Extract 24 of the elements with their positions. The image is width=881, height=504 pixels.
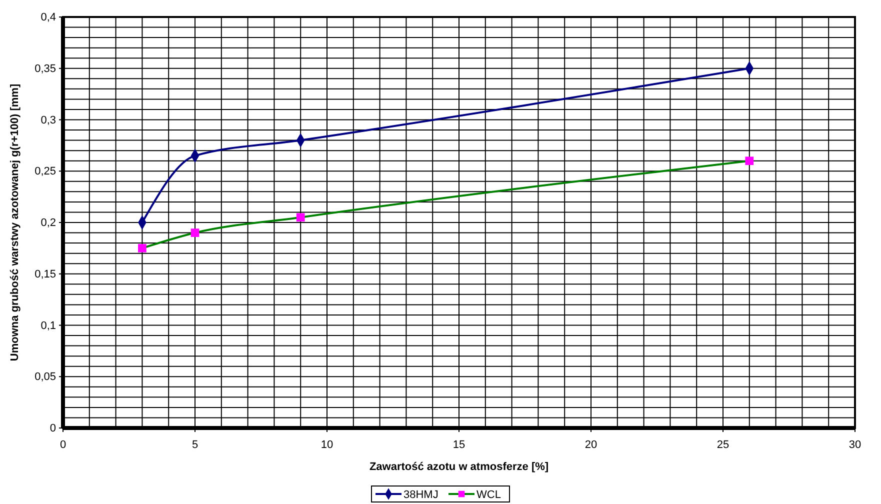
x-tick-label: 10 bbox=[320, 438, 334, 451]
point bbox=[296, 213, 305, 222]
point bbox=[138, 244, 146, 252]
y-tick-label: 0,25 bbox=[34, 166, 56, 178]
y-tick-label: 0,05 bbox=[34, 371, 56, 384]
x-tick-label: 15 bbox=[452, 438, 466, 451]
x-axis-title: Zawartość azotu w atmosferze [%] bbox=[369, 461, 549, 473]
legend-label: 38HMJ bbox=[404, 489, 438, 501]
point bbox=[745, 156, 754, 166]
x-tick-label: 30 bbox=[848, 438, 862, 451]
y-tick-label: 0 bbox=[50, 422, 56, 435]
x-tick-label: 25 bbox=[716, 438, 730, 451]
x-tick-label: 5 bbox=[192, 438, 198, 451]
y-axis-title: Umowna grubość warstwy azotowanej g(r+100) [mm] bbox=[9, 84, 21, 362]
y-tick-label: 0,15 bbox=[34, 268, 56, 280]
x-tick-label: 0 bbox=[60, 438, 66, 451]
y-tick-label: 0,35 bbox=[34, 62, 56, 75]
y-tick-label: 0,2 bbox=[40, 217, 56, 230]
legend-label: WCL bbox=[476, 489, 501, 501]
x-tick-label: 20 bbox=[584, 438, 598, 451]
y-tick-label: 0,3 bbox=[40, 114, 56, 126]
point bbox=[190, 228, 200, 237]
y-tick-label: 0,4 bbox=[40, 12, 56, 24]
y-tick-label: 0,1 bbox=[40, 320, 56, 332]
